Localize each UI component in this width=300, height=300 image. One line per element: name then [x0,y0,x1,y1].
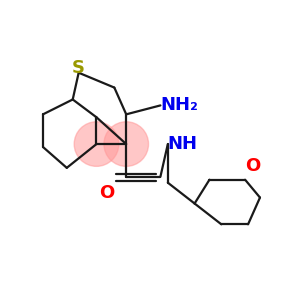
Text: O: O [245,157,260,175]
Text: S: S [72,59,85,77]
Circle shape [104,122,148,166]
Text: NH₂: NH₂ [160,96,198,114]
Text: O: O [99,184,115,202]
Circle shape [74,122,119,166]
Text: NH: NH [168,135,198,153]
